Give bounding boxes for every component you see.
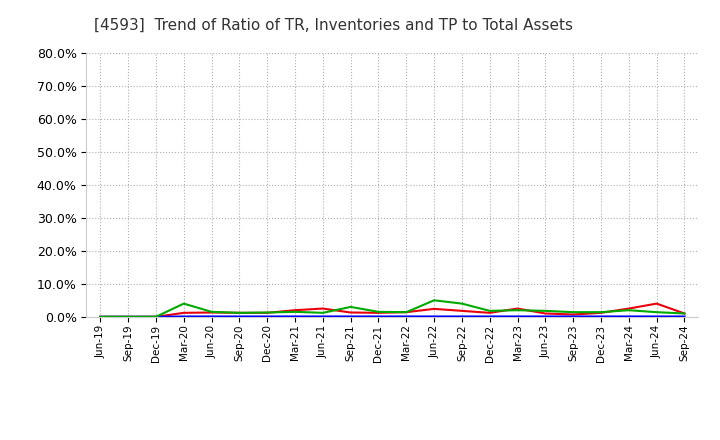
Text: [4593]  Trend of Ratio of TR, Inventories and TP to Total Assets: [4593] Trend of Ratio of TR, Inventories…: [94, 18, 572, 33]
